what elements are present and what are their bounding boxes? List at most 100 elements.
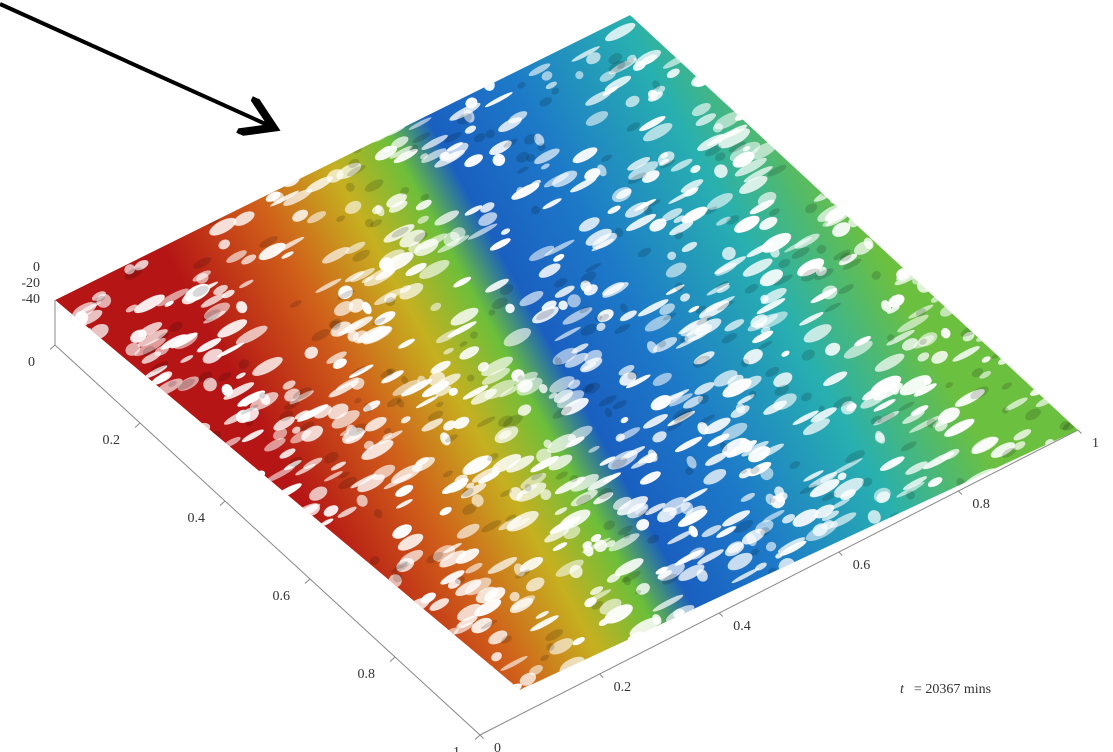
surface-shade: [847, 610, 866, 625]
surface-shade: [151, 151, 172, 168]
surface-gap: [908, 23, 942, 49]
surface-gap: [1021, 141, 1055, 168]
surface-gap: [344, 669, 359, 684]
surface-gap: [191, 19, 215, 40]
surface-shade: [270, 123, 286, 137]
surface-gap: [979, 3, 1012, 25]
surface-shade: [416, 626, 437, 644]
surface-gap: [61, 509, 76, 525]
surface-gap: [109, 199, 125, 213]
surface-gap: [1014, 511, 1028, 523]
surface-gap: [927, 159, 950, 178]
surface-gap: [1059, 86, 1087, 107]
surface-gap: [354, 117, 387, 142]
surface-shade: [939, 605, 953, 617]
surface-gap: [228, 155, 242, 167]
surface-shade: [1008, 320, 1028, 334]
surface-gap: [895, 242, 923, 262]
surface-gap: [382, 57, 409, 80]
surface-shade: [761, 612, 775, 622]
surface-gap: [926, 563, 959, 588]
tick-mark: [839, 552, 843, 556]
surface-shade: [435, 636, 444, 643]
surface-gap: [778, 49, 812, 71]
surface-gap: [93, 477, 116, 497]
surface-gap: [142, 30, 156, 44]
surface-shade: [929, 541, 945, 553]
surface-gap: [1028, 69, 1058, 90]
surface-gap: [1028, 19, 1054, 37]
surface-gap: [326, 635, 344, 648]
surface-shade: [1002, 552, 1017, 564]
surface-gap: [967, 654, 989, 672]
surface-shade: [868, 613, 880, 623]
surface-shade: [484, 16, 505, 32]
surface-shade: [886, 657, 906, 674]
surface-gap: [489, 50, 518, 69]
surface-gap: [1072, 689, 1088, 703]
surface-gap: [795, 610, 807, 620]
surface-shade: [82, 474, 100, 488]
surface-gap: [312, 689, 331, 703]
surface-shade: [240, 461, 249, 470]
surface-gap: [785, 2, 806, 20]
surface-shade: [46, 356, 66, 373]
surface-gap: [711, 653, 731, 666]
surface-shade: [1030, 162, 1049, 178]
surface-shade: [306, 685, 315, 693]
surface-gap: [703, 648, 712, 656]
surface-gap: [44, 7, 64, 21]
surface-shade: [193, 113, 215, 130]
surface-gap: [183, 676, 200, 691]
surface-shade: [1047, 626, 1062, 639]
surface-gap: [288, 104, 314, 126]
surface-shade: [1064, 300, 1075, 308]
surface-shade: [1063, 217, 1083, 233]
tick-label: 0: [494, 741, 501, 752]
surface-shade: [89, 122, 105, 134]
surface-gap: [703, 677, 724, 693]
surface-gap: [164, 574, 196, 594]
surface-gap: [950, 582, 972, 601]
surface-shade: [991, 252, 1002, 260]
surface-gap: [229, 578, 251, 599]
surface-shade: [242, 619, 262, 633]
surface-gap: [1030, 254, 1046, 268]
surface-gap: [352, 100, 379, 118]
surface-gap: [99, 368, 121, 382]
surface-gap: [934, 606, 962, 624]
surface-gap: [937, 224, 963, 247]
surface-gap: [995, 26, 1011, 41]
surface-gap: [203, 606, 225, 623]
surface-shade: [1065, 74, 1079, 85]
surface-gap: [109, 185, 129, 201]
surface-gap: [901, 533, 936, 558]
surface-gap: [73, 182, 89, 195]
tick-label: 0.6: [853, 558, 871, 573]
surface-shade: [468, 1, 490, 19]
surface-gap: [887, 557, 918, 578]
surface-gap: [143, 640, 172, 662]
surface-gap: [134, 439, 155, 456]
surface-shade: [797, 152, 809, 161]
surface-gap: [75, 423, 94, 441]
surface-gap: [54, 380, 66, 390]
surface-gap: [89, 402, 121, 426]
surface-shade: [140, 120, 156, 134]
surface-gap: [319, 603, 347, 626]
surface-shade: [296, 65, 315, 78]
surface-shade: [410, 611, 423, 624]
surface-gap: [951, 269, 982, 291]
surface-gap: [703, 44, 739, 71]
surface-shade: [246, 121, 256, 130]
surface-gap: [841, 650, 862, 666]
surface-gap: [62, 675, 97, 701]
surface-shade: [357, 81, 376, 95]
surface-shade: [923, 28, 935, 39]
surface-shade: [909, 218, 919, 228]
surface-gap: [977, 68, 996, 87]
surface-gap: [855, 69, 890, 95]
surface-gap: [203, 512, 222, 528]
surface-gap: [292, 650, 318, 670]
pointer-arrow: [0, 4, 270, 126]
